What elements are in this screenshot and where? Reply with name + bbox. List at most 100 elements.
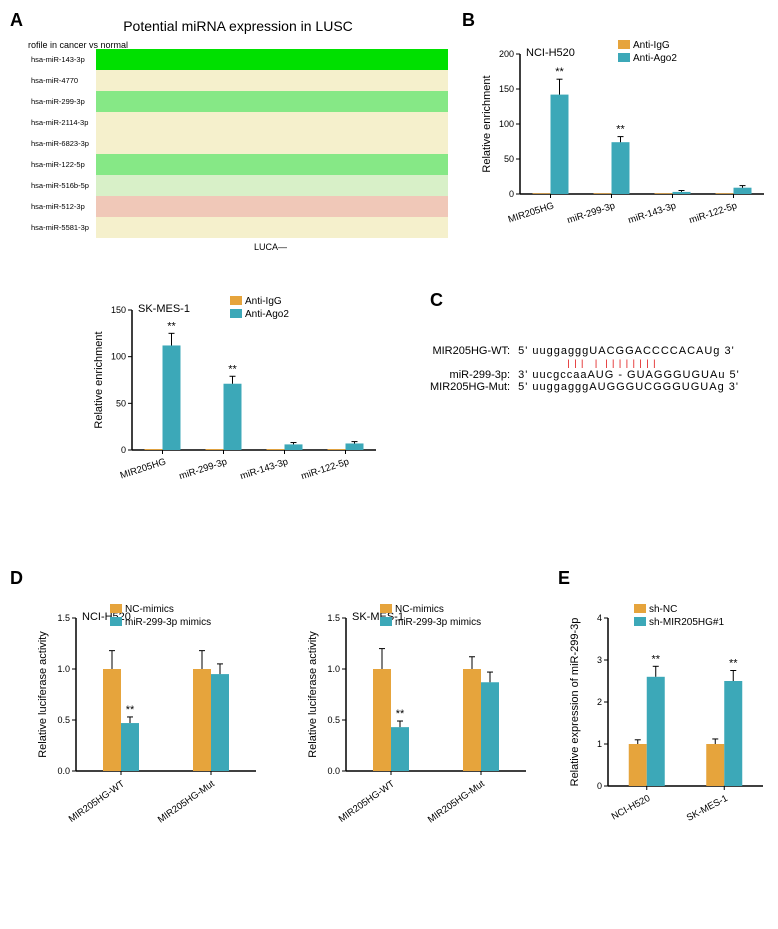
svg-text:50: 50 — [504, 154, 514, 164]
heatmap-row: hsa-miR-143-3p — [93, 49, 448, 70]
heatmap-row-label: hsa-miR-516b-5p — [31, 181, 96, 190]
svg-text:4: 4 — [597, 613, 602, 623]
svg-text:1.0: 1.0 — [327, 664, 340, 674]
svg-text:miR-299-3p mimics: miR-299-3p mimics — [125, 617, 211, 628]
svg-text:0: 0 — [597, 781, 602, 791]
svg-text:miR-143-3p: miR-143-3p — [627, 200, 678, 226]
heatmap-title: Potential miRNA expression in LUSC — [28, 18, 448, 34]
svg-text:200: 200 — [499, 49, 514, 59]
heatmap-row: hsa-miR-2114-3p — [93, 112, 448, 133]
svg-text:miR-299-3p: miR-299-3p — [178, 456, 229, 482]
svg-text:MIR205HG: MIR205HG — [119, 456, 168, 481]
svg-text:MIR205HG-WT: MIR205HG-WT — [337, 778, 397, 825]
svg-text:0: 0 — [509, 189, 514, 199]
seq-label: MIR205HG-WT: — [426, 345, 514, 357]
svg-text:**: ** — [651, 653, 660, 665]
heatmap-row-label: hsa-miR-299-3p — [31, 97, 96, 106]
svg-text:MIR205HG-WT: MIR205HG-WT — [67, 778, 127, 825]
svg-text:MIR205HG-Mut: MIR205HG-Mut — [156, 778, 217, 825]
svg-text:3: 3 — [597, 655, 602, 665]
panel-b-label: B — [462, 10, 475, 31]
svg-text:**: ** — [396, 708, 405, 720]
chart-e: 0 1 2 3 4 Relative expression of miR-299-3p sh… — [562, 586, 767, 856]
svg-text:**: ** — [555, 66, 564, 78]
heatmap-cell — [96, 133, 448, 154]
svg-text:miR-299-3p mimics: miR-299-3p mimics — [395, 617, 481, 628]
heatmap-cell — [96, 196, 448, 217]
svg-text:miR-299-3p: miR-299-3p — [566, 200, 617, 226]
svg-text:Relative enrichment: Relative enrichment — [481, 75, 493, 172]
svg-text:NC-mimics: NC-mimics — [125, 604, 174, 615]
heatmap-cell — [96, 91, 448, 112]
svg-text:NCI-H520: NCI-H520 — [82, 611, 131, 623]
heatmap-row: hsa-miR-122-5p — [93, 154, 448, 175]
heatmap-cell — [96, 217, 448, 238]
chart-b2: 0 50 100 150 Relative enrichment SK-MES-1 Anti… — [90, 278, 380, 508]
heatmap-cell — [96, 49, 448, 70]
svg-text:NC-mimics: NC-mimics — [395, 604, 444, 615]
match-lines: 5' uuggaggg| | | | | | | | | | | | — [514, 357, 744, 369]
seq-text: 5' uuggagggUACGGACCCCACAUg 3' — [514, 345, 744, 357]
svg-text:0.0: 0.0 — [327, 766, 340, 776]
heatmap-cell — [96, 112, 448, 133]
svg-text:Anti-Ago2: Anti-Ago2 — [245, 309, 289, 320]
svg-text:SK-MES-1: SK-MES-1 — [138, 303, 190, 315]
heatmap-row-label: hsa-miR-2114-3p — [31, 118, 96, 127]
heatmap-subtitle: rofile in cancer vs normal — [28, 40, 128, 50]
svg-text:**: ** — [126, 704, 135, 716]
svg-text:SK-MES-1: SK-MES-1 — [685, 793, 730, 824]
svg-text:0: 0 — [121, 445, 126, 455]
svg-text:**: ** — [729, 658, 738, 670]
svg-text:150: 150 — [111, 305, 126, 315]
svg-text:MIR205HG-Mut: MIR205HG-Mut — [426, 778, 487, 825]
svg-text:**: ** — [228, 363, 237, 375]
svg-text:0.5: 0.5 — [57, 715, 70, 725]
seq-text: 5' uuggagggAUGGGUCGGGUGUAg 3' — [514, 381, 744, 393]
svg-text:sh-NC: sh-NC — [649, 604, 677, 615]
heatmap-row: hsa-miR-6823-3p — [93, 133, 448, 154]
heatmap-row-label: hsa-miR-5581-3p — [31, 223, 96, 232]
seq-label: MIR205HG-Mut: — [426, 381, 514, 393]
chart-d1: 0.00.51.01.5Relative luciferase activity… — [30, 586, 260, 856]
heatmap-row-label: hsa-miR-512-3p — [31, 202, 96, 211]
panel-c-label: C — [430, 290, 443, 311]
svg-text:**: ** — [616, 124, 625, 136]
svg-text:1.5: 1.5 — [327, 613, 340, 623]
svg-text:0.0: 0.0 — [57, 766, 70, 776]
heatmap-row-label: hsa-miR-6823-3p — [31, 139, 96, 148]
svg-text:Anti-IgG: Anti-IgG — [245, 296, 282, 307]
panel-d-label: D — [10, 568, 23, 589]
heatmap-cell — [96, 154, 448, 175]
heatmap-cell — [96, 175, 448, 196]
heatmap-row-label: hsa-miR-4770 — [31, 76, 96, 85]
chart-b1: 050100150200Relative enrichmentNCI-H520A… — [478, 22, 768, 252]
svg-text:miR-122-5p: miR-122-5p — [300, 456, 351, 482]
svg-text:100: 100 — [499, 119, 514, 129]
svg-text:MIR205HG: MIR205HG — [507, 200, 556, 225]
figure: A Potential miRNA expression in LUSC rof… — [10, 10, 768, 919]
svg-text:0.5: 0.5 — [327, 715, 340, 725]
svg-text:Relative expression of miR-299: Relative expression of miR-299-3p — [569, 618, 581, 787]
svg-text:miR-143-3p: miR-143-3p — [239, 456, 290, 482]
heatmap-cell — [96, 70, 448, 91]
binding-diagram: MIR205HG-WT:5' uuggagggUACGGACCCCACAUg 3… — [426, 345, 766, 393]
svg-text:NCI-H520: NCI-H520 — [610, 793, 652, 823]
heatmap-row: hsa-miR-516b-5p — [93, 175, 448, 196]
svg-text:1.5: 1.5 — [57, 613, 70, 623]
svg-text:1: 1 — [597, 739, 602, 749]
svg-text:50: 50 — [116, 398, 126, 408]
svg-text:miR-122-5p: miR-122-5p — [688, 200, 739, 226]
svg-text:NCI-H520: NCI-H520 — [526, 47, 575, 59]
heatmap-row: hsa-miR-512-3p — [93, 196, 448, 217]
heatmap-row: hsa-miR-4770 — [93, 70, 448, 91]
svg-text:sh-MIR205HG#1: sh-MIR205HG#1 — [649, 617, 724, 628]
heatmap-row-label: hsa-miR-122-5p — [31, 160, 96, 169]
svg-text:Relative enrichment: Relative enrichment — [93, 331, 105, 428]
svg-text:Anti-IgG: Anti-IgG — [633, 40, 670, 51]
svg-text:2: 2 — [597, 697, 602, 707]
heatmap-xlabel: LUCA— — [93, 242, 448, 252]
svg-text:100: 100 — [111, 352, 126, 362]
svg-text:Relative luciferase activity: Relative luciferase activity — [307, 631, 319, 758]
panel-a-label: A — [10, 10, 23, 31]
seq-label: miR-299-3p: — [426, 369, 514, 381]
